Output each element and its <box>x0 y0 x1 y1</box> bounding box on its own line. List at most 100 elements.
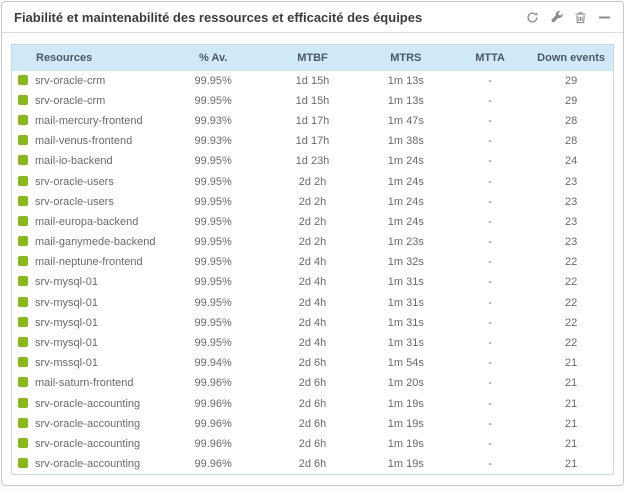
resource-cell: srv-oracle-users <box>11 171 162 192</box>
status-ok-icon <box>18 215 28 226</box>
mtta-cell: - <box>450 211 530 232</box>
mtrs-cell: 1m 20s <box>360 373 451 394</box>
mtta-cell: - <box>450 413 530 434</box>
mtbf-cell: 2d 2h <box>264 232 361 253</box>
status-ok-icon <box>18 74 28 85</box>
column-header-down-events[interactable]: Down events <box>529 44 614 71</box>
down-events-cell: 23 <box>529 171 614 192</box>
table-row: mail-mercury-frontend 99.93% 1d 17h 1m 47s -… <box>11 110 614 132</box>
resource-name: srv-mysql-01 <box>35 276 98 289</box>
resource-cell: mail-neptune-frontend <box>11 252 162 273</box>
resource-name: mail-europa-backend <box>35 215 139 228</box>
resource-name: srv-oracle-crm <box>35 94 106 107</box>
resource-name: srv-mysql-01 <box>35 316 98 329</box>
table-row: srv-mssql-01 99.94% 2d 6h 1m 54s -21 <box>11 353 614 374</box>
mtta-cell: - <box>450 232 530 253</box>
table-row: mail-europa-backend 99.95% 2d 2h 1m 24s -23 <box>11 211 614 232</box>
down-events-cell: 29 <box>529 70 614 91</box>
mtta-cell: - <box>450 70 530 91</box>
mtrs-cell: 1m 31s <box>360 332 451 354</box>
table-row: srv-oracle-users 99.95% 2d 2h 1m 24s -23 <box>11 171 614 192</box>
mtrs-cell: 1m 31s <box>360 312 451 333</box>
availability-cell: 99.95% <box>162 252 265 273</box>
table-row: srv-oracle-crm 99.95% 1d 15h 1m 13s -29 <box>11 70 614 91</box>
availability-cell: 99.95% <box>162 292 265 313</box>
column-header-resources[interactable]: Resources <box>11 44 162 71</box>
resource-cell: srv-oracle-accounting <box>11 413 162 434</box>
resource-table-body: srv-oracle-crm 99.95% 1d 15h 1m 13s -29 srv-o… <box>11 70 614 475</box>
mtrs-cell: 1m 47s <box>360 110 451 132</box>
mtbf-cell: 2d 2h <box>264 191 361 212</box>
status-ok-icon <box>18 114 28 125</box>
status-ok-icon <box>18 256 28 267</box>
down-events-cell: 21 <box>529 433 614 455</box>
resource-cell: mail-venus-frontend <box>11 131 162 152</box>
resource-cell: srv-oracle-accounting <box>11 393 162 414</box>
column-header-mtrs[interactable]: MTRS <box>360 44 451 71</box>
resource-name: srv-oracle-accounting <box>35 397 141 410</box>
mtrs-cell: 1m 19s <box>360 393 451 414</box>
mtta-cell: - <box>450 252 530 273</box>
collapse-icon[interactable] <box>597 10 611 24</box>
mtta-cell: - <box>450 312 530 333</box>
mtrs-cell: 1m 13s <box>360 70 451 91</box>
down-events-cell: 22 <box>529 312 614 333</box>
resource-name: srv-oracle-users <box>35 195 114 208</box>
column-header-mtta[interactable]: MTTA <box>450 44 530 71</box>
resource-cell: srv-oracle-accounting <box>11 454 162 475</box>
mtbf-cell: 1d 15h <box>264 90 361 111</box>
resource-cell: srv-oracle-crm <box>11 70 162 91</box>
availability-cell: 99.96% <box>162 433 265 455</box>
mtrs-cell: 1m 19s <box>360 413 451 434</box>
mtrs-cell: 1m 38s <box>360 131 451 152</box>
table-row: mail-saturn-frontend 99.96% 2d 6h 1m 20s -21 <box>11 373 614 394</box>
down-events-cell: 24 <box>529 151 614 172</box>
resource-name: mail-neptune-frontend <box>35 256 143 269</box>
mtbf-cell: 2d 4h <box>264 292 361 313</box>
availability-cell: 99.95% <box>162 191 265 212</box>
column-header-availability[interactable]: % Av. <box>162 44 265 71</box>
availability-cell: 99.94% <box>162 353 265 374</box>
mtta-cell: - <box>450 131 530 152</box>
resource-name: srv-oracle-accounting <box>35 437 141 450</box>
down-events-cell: 23 <box>529 211 614 232</box>
status-ok-icon <box>18 377 28 388</box>
availability-cell: 99.96% <box>162 373 265 394</box>
widget-body: Resources % Av. MTBF MTRS MTTA Down even… <box>2 33 623 475</box>
down-events-cell: 21 <box>529 393 614 414</box>
mtta-cell: - <box>450 191 530 212</box>
table-row: mail-venus-frontend 99.93% 1d 17h 1m 38s -28 <box>11 131 614 152</box>
mtta-cell: - <box>450 90 530 111</box>
availability-cell: 99.95% <box>162 232 265 253</box>
resource-name: srv-oracle-accounting <box>35 417 141 430</box>
mtta-cell: - <box>450 151 530 172</box>
status-ok-icon <box>18 195 28 206</box>
refresh-icon[interactable] <box>525 10 539 24</box>
table-header-row: Resources % Av. MTBF MTRS MTTA Down even… <box>11 44 614 71</box>
down-events-cell: 28 <box>529 110 614 132</box>
status-ok-icon <box>18 337 28 348</box>
status-ok-icon <box>18 94 28 105</box>
table-row: mail-ganymede-backend 99.95% 2d 2h 1m 23s -2… <box>11 232 614 253</box>
down-events-cell: 21 <box>529 353 614 374</box>
resource-cell: srv-oracle-users <box>11 191 162 212</box>
wrench-icon[interactable] <box>549 10 563 24</box>
mtta-cell: - <box>450 292 530 313</box>
mtrs-cell: 1m 24s <box>360 211 451 232</box>
resource-cell: srv-mysql-01 <box>11 332 162 354</box>
mtrs-cell: 1m 24s <box>360 151 451 172</box>
status-ok-icon <box>18 155 28 166</box>
mtrs-cell: 1m 19s <box>360 454 451 475</box>
down-events-cell: 22 <box>529 252 614 273</box>
availability-cell: 99.95% <box>162 171 265 192</box>
availability-cell: 99.95% <box>162 70 265 91</box>
column-header-mtbf[interactable]: MTBF <box>264 44 361 71</box>
table-row: srv-oracle-crm 99.95% 1d 15h 1m 13s -29 <box>11 90 614 111</box>
mtrs-cell: 1m 24s <box>360 171 451 192</box>
mtbf-cell: 1d 23h <box>264 151 361 172</box>
mtta-cell: - <box>450 171 530 192</box>
availability-cell: 99.96% <box>162 413 265 434</box>
resource-cell: srv-mssql-01 <box>11 353 162 374</box>
trash-icon[interactable] <box>573 10 587 24</box>
